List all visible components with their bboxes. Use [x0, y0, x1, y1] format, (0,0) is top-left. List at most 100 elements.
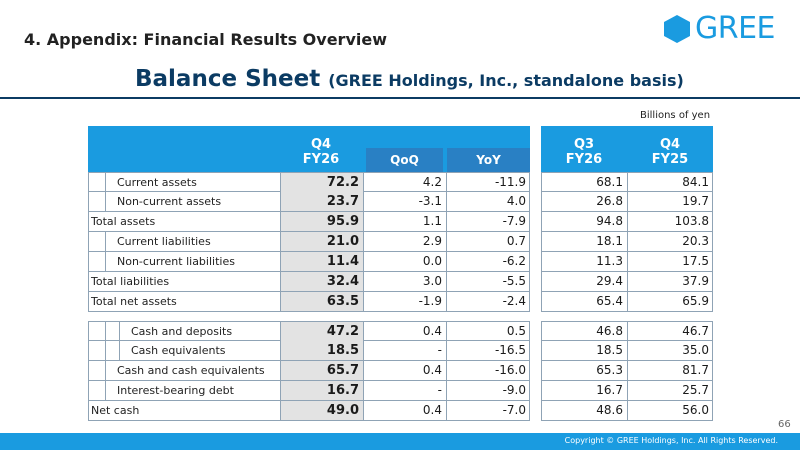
column-divider — [627, 212, 628, 231]
column-divider — [627, 341, 628, 360]
footer-bar: Copyright © GREE Holdings, Inc. All Righ… — [0, 433, 800, 450]
column-divider — [529, 252, 530, 271]
row-label: Non-current liabilities — [117, 255, 235, 268]
column-divider — [627, 252, 628, 271]
column-divider — [541, 192, 542, 211]
column-divider — [88, 192, 89, 211]
value-q3fy26: 29.4 — [596, 274, 623, 288]
table-row: 26.8 19.7 — [541, 192, 713, 212]
value-q3fy26: 68.1 — [596, 175, 623, 189]
column-divider — [541, 272, 542, 291]
value-yoy: -11.9 — [494, 175, 526, 189]
value-q4fy25: 37.9 — [682, 274, 709, 288]
value-q3fy26: 65.4 — [596, 294, 623, 308]
row-label: Current assets — [117, 176, 197, 189]
col-header-yoy: YoY — [447, 148, 530, 172]
column-divider — [712, 322, 713, 341]
hexagon-icon — [664, 15, 690, 43]
indent-line — [119, 340, 120, 361]
value-q4fy26: 18.5 — [281, 341, 363, 360]
table-row: Total liabilities 32.4 3.0 -5.5 — [88, 272, 530, 292]
value-q3fy26: 18.5 — [596, 343, 623, 357]
column-divider — [363, 192, 364, 211]
value-qoq: 0.4 — [422, 324, 442, 338]
column-divider — [363, 401, 364, 420]
column-divider — [88, 322, 89, 341]
column-divider — [712, 401, 713, 420]
title-subtitle: (GREE Holdings, Inc., standalone basis) — [328, 71, 684, 90]
column-divider — [712, 381, 713, 400]
row-label: Non-current assets — [117, 195, 222, 208]
value-qoq: 3.0 — [422, 274, 442, 288]
column-divider — [88, 252, 89, 271]
title-divider — [0, 97, 800, 99]
table-row: Non-current assets 23.7 -3.1 4.0 — [88, 191, 530, 212]
value-q4fy26: 72.2 — [281, 173, 363, 192]
column-divider — [627, 322, 628, 341]
column-divider — [627, 192, 628, 211]
column-divider — [446, 381, 447, 400]
value-qoq: - — [437, 383, 442, 397]
indent-line — [105, 360, 106, 381]
column-divider — [712, 192, 713, 211]
column-divider — [363, 252, 364, 271]
column-divider — [280, 341, 281, 360]
value-q3fy26: 65.3 — [596, 363, 623, 377]
column-divider — [280, 212, 281, 231]
column-divider — [712, 292, 713, 311]
value-yoy: -16.0 — [494, 363, 526, 377]
column-divider — [712, 272, 713, 291]
table-row: 46.8 46.7 — [541, 321, 713, 341]
value-q4fy25: 56.0 — [682, 403, 709, 417]
indent-line — [119, 321, 120, 342]
table-row: 68.1 84.1 — [541, 172, 713, 192]
column-divider — [363, 341, 364, 360]
column-divider — [88, 401, 89, 420]
indent-line — [105, 172, 106, 193]
value-q3fy26: 46.8 — [596, 324, 623, 338]
column-divider — [541, 252, 542, 271]
column-divider — [541, 401, 542, 420]
indent-line — [105, 340, 106, 361]
value-q4fy25: 17.5 — [682, 254, 709, 268]
column-divider — [280, 272, 281, 291]
value-yoy: -16.5 — [494, 343, 526, 357]
column-divider — [446, 192, 447, 211]
value-yoy: 4.0 — [506, 194, 526, 208]
row-label: Net cash — [91, 404, 140, 417]
column-divider — [446, 173, 447, 192]
column-divider — [363, 173, 364, 192]
gree-logo: GREE — [662, 14, 776, 44]
column-divider — [712, 212, 713, 231]
indent-line — [105, 191, 106, 212]
value-q4fy25: 19.7 — [682, 194, 709, 208]
column-divider — [280, 322, 281, 341]
value-yoy: -9.0 — [502, 383, 526, 397]
value-qoq: 2.9 — [422, 234, 442, 248]
value-q4fy25: 46.7 — [682, 324, 709, 338]
table-row: Cash and cash equivalents 65.7 0.4 -16.0 — [88, 360, 530, 381]
value-yoy: -5.5 — [502, 274, 526, 288]
value-q4fy26: 65.7 — [281, 361, 363, 380]
column-divider — [363, 272, 364, 291]
table-row: Net cash 49.0 0.4 -7.0 — [88, 401, 530, 421]
value-qoq: 1.1 — [422, 214, 442, 228]
value-q4fy26: 47.2 — [281, 322, 363, 341]
column-divider — [541, 212, 542, 231]
column-divider — [627, 381, 628, 400]
column-divider — [88, 212, 89, 231]
row-label: Total liabilities — [91, 275, 170, 288]
table-row: 29.4 37.9 — [541, 272, 713, 292]
column-divider — [363, 212, 364, 231]
column-divider — [280, 381, 281, 400]
table-row: 65.3 81.7 — [541, 361, 713, 381]
column-divider — [541, 381, 542, 400]
value-q3fy26: 18.1 — [596, 234, 623, 248]
column-divider — [446, 252, 447, 271]
value-q4fy25: 65.9 — [682, 294, 709, 308]
table-row: 65.4 65.9 — [541, 292, 713, 312]
column-divider — [712, 232, 713, 251]
table-row: 18.1 20.3 — [541, 232, 713, 252]
page-title: Balance Sheet (GREE Holdings, Inc., stan… — [135, 66, 684, 92]
table-header-right: Q3 FY26 Q4 FY25 — [541, 126, 713, 172]
